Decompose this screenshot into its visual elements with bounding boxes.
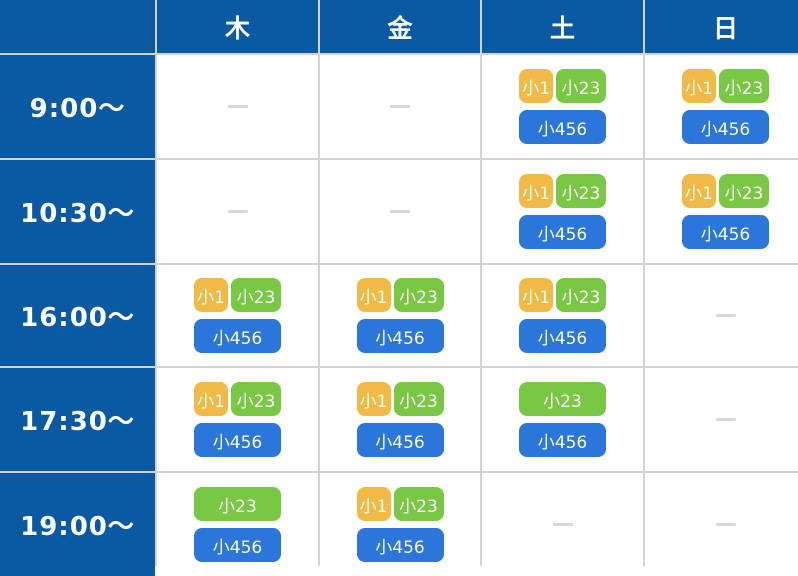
grade456-badge: 小456	[519, 319, 606, 353]
no-class-dash	[227, 105, 248, 108]
schedule-cell: 小1 小23 小456	[482, 265, 643, 366]
schedule-cell	[320, 55, 480, 158]
badge-row: 小1 小23	[519, 174, 606, 208]
grade1-badge: 小1	[519, 174, 553, 208]
no-class-dash	[715, 314, 736, 317]
badge-row: 小1 小23	[356, 487, 444, 521]
grade456-badge: 小456	[194, 528, 281, 562]
schedule-cell	[320, 160, 480, 263]
grade23-badge: 小23	[556, 174, 606, 208]
grade23-badge: 小23	[719, 69, 769, 103]
grade1-badge: 小1	[194, 382, 228, 416]
grade23-badge: 小23	[231, 382, 281, 416]
grade23-badge: 小23	[393, 382, 444, 416]
grade456-badge: 小456	[356, 319, 444, 353]
schedule-cell: 小1 小23 小456	[645, 160, 798, 263]
schedule-cell: 小1 小23 小456	[320, 265, 480, 366]
schedule-cell: 小1 小23 小456	[482, 160, 643, 263]
badge-row: 小1 小23	[194, 382, 281, 416]
time-slot-label: 9:00〜	[0, 55, 155, 158]
badge-row: 小1 小23	[682, 174, 769, 208]
grade1-badge: 小1	[194, 278, 228, 312]
schedule-cell	[645, 473, 798, 576]
schedule-cell	[157, 160, 318, 263]
schedule-cell: 小1 小23 小456	[482, 55, 643, 158]
grade23-badge: 小23	[393, 278, 444, 312]
time-slot-label: 19:00〜	[0, 473, 155, 576]
badge-row: 小1 小23	[356, 278, 444, 312]
grade1-badge: 小1	[682, 174, 716, 208]
schedule-cell: 小23 小456	[157, 473, 318, 576]
grade1-badge: 小1	[356, 278, 391, 312]
schedule-cell: 小1 小23 小456	[157, 368, 318, 471]
grade456-badge: 小456	[194, 319, 281, 353]
grade1-badge: 小1	[356, 487, 391, 521]
grade456-badge: 小456	[519, 215, 606, 249]
grade1-badge: 小1	[356, 382, 391, 416]
schedule-cell: 小1 小23 小456	[320, 473, 480, 576]
no-class-dash	[390, 210, 410, 213]
no-class-dash	[715, 418, 736, 421]
grade456-badge: 小456	[356, 528, 444, 562]
grade1-badge: 小1	[682, 69, 716, 103]
time-slot-label: 17:30〜	[0, 368, 155, 471]
time-slot-label: 16:00〜	[0, 265, 155, 366]
grade456-badge: 小456	[519, 423, 606, 457]
grade23-badge: 小23	[719, 174, 769, 208]
no-class-dash	[227, 210, 248, 213]
grade456-badge: 小456	[682, 110, 769, 144]
grade1-badge: 小1	[519, 278, 553, 312]
badge-row: 小1 小23	[519, 69, 606, 103]
schedule-cell	[645, 368, 798, 471]
grade456-badge: 小456	[519, 110, 606, 144]
schedule-cell	[482, 473, 643, 576]
schedule-cell: 小1 小23 小456	[645, 55, 798, 158]
grade23-badge: 小23	[519, 382, 606, 416]
grade456-badge: 小456	[356, 423, 444, 457]
time-slot-label: 10:30〜	[0, 160, 155, 263]
header-day-sat: 土	[482, 0, 643, 53]
no-class-dash	[715, 523, 736, 526]
badge-row: 小1 小23	[356, 382, 444, 416]
header-day-fri: 金	[320, 0, 480, 53]
header-corner	[0, 0, 155, 53]
badge-row: 小1 小23	[194, 278, 281, 312]
grade23-badge: 小23	[231, 278, 281, 312]
schedule-cell: 小1 小23 小456	[157, 265, 318, 366]
grade23-badge: 小23	[556, 69, 606, 103]
header-day-thu: 木	[157, 0, 318, 53]
schedule-cell	[645, 265, 798, 366]
schedule-cell: 小1 小23 小456	[320, 368, 480, 471]
no-class-dash	[552, 523, 573, 526]
grade23-badge: 小23	[556, 278, 606, 312]
no-class-dash	[390, 105, 410, 108]
badge-row: 小1 小23	[519, 278, 606, 312]
schedule-cell: 小23 小456	[482, 368, 643, 471]
badge-row: 小1 小23	[682, 69, 769, 103]
grade23-badge: 小23	[393, 487, 444, 521]
header-day-sun: 日	[645, 0, 798, 53]
schedule-cell	[157, 55, 318, 158]
grade1-badge: 小1	[519, 69, 553, 103]
grade456-badge: 小456	[682, 215, 769, 249]
grade456-badge: 小456	[194, 423, 281, 457]
grade23-badge: 小23	[194, 487, 281, 521]
